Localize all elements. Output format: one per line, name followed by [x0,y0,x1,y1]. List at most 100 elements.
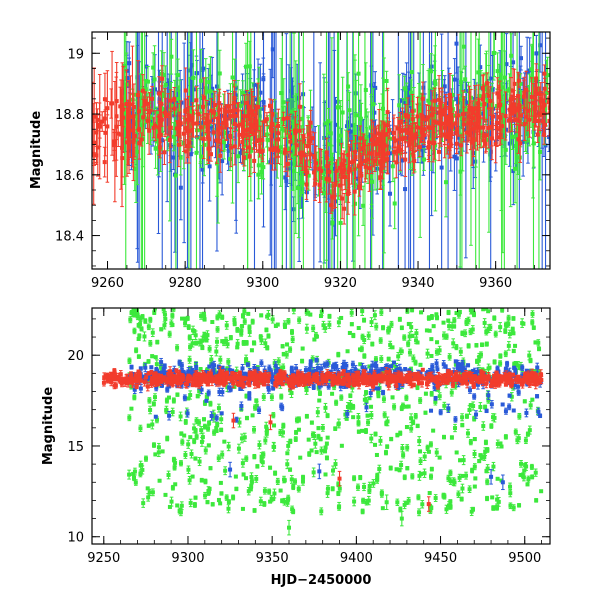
bottom-series-0-point [186,396,191,401]
bottom-series-0-point [294,416,299,424]
bottom-series-0-point [325,435,330,440]
x-tick-label: 9250 [87,551,120,566]
bottom-series-0-point [298,455,303,460]
bottom-series-0-point [521,473,526,482]
bottom-series-0-point [526,475,531,483]
bottom-series-2-point [444,377,449,383]
bottom-series-0-point [218,355,223,364]
bottom-series-0-point [429,466,434,472]
bottom-series-0-point [221,339,226,347]
top-series-2-point [232,86,237,110]
top-series-2-point [105,100,110,116]
bottom-series-0-point [289,474,294,484]
bottom-series-0-point [508,482,513,491]
y-tick-label: 18.4 [55,230,84,245]
top-series-2-point [305,155,310,190]
bottom-series-0-point [148,316,153,323]
bottom-series-0-point [310,431,315,439]
bottom-series-0-point [252,508,257,513]
bottom-series-0-point [253,404,258,411]
bottom-series-1-point [457,364,462,372]
bottom-series-0-point [216,497,221,503]
top-series-2-point [269,121,274,139]
bottom-series-1-point [524,408,529,418]
bottom-series-0-point [383,449,388,456]
top-series-2-point [403,117,408,143]
bottom-series-1-point [345,410,350,418]
top-series-1-point [416,83,421,143]
top-series-1-point [347,91,352,129]
bottom-series-0-point [206,443,211,448]
bottom-series-0-point [132,467,137,476]
top-series-1-point [171,122,176,152]
top-series-2-point [422,124,427,146]
bottom-series-1-point [332,362,337,367]
top-series-2-point [172,87,177,111]
bottom-series-0-point [420,500,425,509]
bottom-series-0-point [473,476,478,481]
bottom-series-0-point [486,309,491,314]
bottom-series-0-point [410,473,415,480]
bottom-series-0-point [259,313,264,318]
bottom-series-0-point [148,405,153,415]
bottom-series-0-point [460,330,465,337]
bottom-series-0-point [204,332,209,343]
bottom-series-0-point [288,467,293,472]
top-series-2-point [132,114,137,158]
top-series-2-point [262,105,267,138]
bottom-series-0-point [407,332,412,341]
top-series-2-point [453,111,458,136]
bottom-series-0-point [459,496,464,502]
bottom-series-0-point [180,438,185,446]
top-series-2-point [342,150,347,171]
bottom-series-2-point [330,379,335,386]
bottom-series-0-point [206,425,211,432]
top-series-2-point [415,96,420,136]
bottom-series-0-point [516,434,521,443]
bottom-series-0-point [427,491,432,496]
top-series-0-point [350,32,355,262]
top-series-2-point [114,62,119,141]
top-series-2-point [174,120,179,137]
top-series-0-point [284,33,289,269]
bottom-series-0-point [458,458,463,463]
top-series-2-point [372,127,377,146]
top-series-0-point [289,32,294,269]
bottom-series-0-point [249,348,254,353]
bottom-series-2-point [416,381,421,386]
bottom-series-0-point [150,354,155,359]
bottom-series-0-point [289,328,294,336]
bottom-series-0-point [173,458,178,467]
bottom-series-0-point [513,360,518,368]
bottom-series-0-point [361,497,366,504]
bottom-series-0-point [434,448,439,457]
bottom-series-0-point [193,456,198,461]
bottom-series-0-point [278,488,283,493]
top-series-2-point [300,134,305,171]
bottom-series-0-point [478,402,483,412]
bottom-series-0-point [416,494,421,501]
bottom-series-0-point [226,504,231,514]
bottom-series-0-point [471,506,476,512]
bottom-series-0-point [529,463,534,470]
top-series-2-point [339,153,344,191]
bottom-series-0-point [375,475,380,484]
top-data-points [92,32,550,269]
bottom-series-0-point [240,458,245,468]
bottom-series-0-point [147,397,152,404]
bottom-series-1-point [257,406,262,414]
bottom-series-0-point [203,478,208,485]
bottom-series-0-point [503,350,508,358]
top-series-2-point [442,102,447,146]
top-series-2-point [385,132,390,175]
top-series-2-point [328,196,333,214]
bottom-series-1-point [204,398,209,403]
bottom-series-1-point [289,365,294,372]
bottom-series-0-point [352,496,357,507]
bottom-series-0-point [413,413,418,420]
bottom-series-0-point [434,348,439,356]
top-series-0-point [518,45,523,71]
bottom-series-0-point [297,316,302,324]
bottom-series-0-point [208,400,213,407]
top-series-2-point [509,76,514,122]
